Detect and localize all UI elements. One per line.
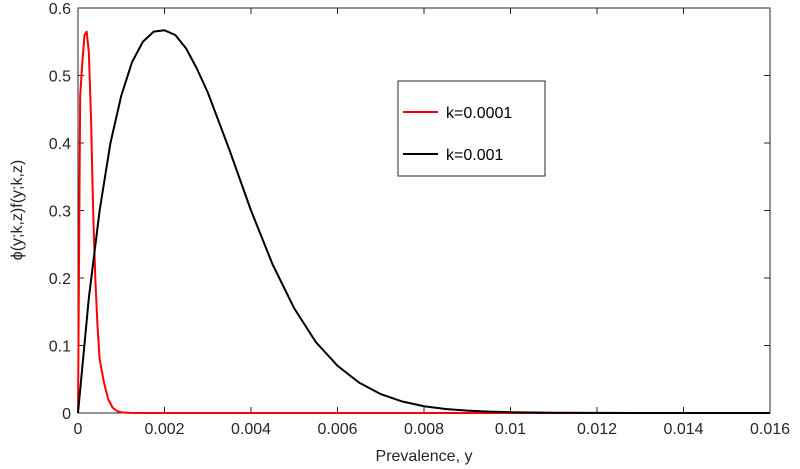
- x-tick-label: 0.002: [144, 421, 184, 438]
- legend: k=0.0001 k=0.001: [397, 80, 546, 177]
- legend-label-k-0-0001: k=0.0001: [446, 105, 512, 122]
- x-axis-ticks: 0 0.002 0.004 0.006 0.008 0.01 0.012 0.014 0.016: [74, 8, 790, 438]
- x-tick-label: 0.008: [404, 421, 444, 438]
- y-tick-label: 0.1: [49, 339, 71, 356]
- series-line-k-0-001: [77, 29, 770, 414]
- x-tick-label: 0.006: [317, 421, 357, 438]
- legend-label-k-0-001: k=0.001: [446, 147, 503, 164]
- x-tick-label: 0: [74, 421, 83, 438]
- y-axis-ticks: 0 0.1 0.2 0.3 0.4 0.5 0.6: [49, 1, 770, 423]
- x-axis-label: Prevalence, y: [376, 448, 473, 465]
- y-tick-label: 0: [62, 406, 71, 423]
- x-tick-label: 0.014: [663, 421, 703, 438]
- series-layer: [77, 29, 770, 414]
- y-tick-label: 0.4: [49, 136, 71, 153]
- x-tick-label: 0.01: [495, 421, 526, 438]
- series-line-k-0-0001: [77, 30, 770, 414]
- legend-box: [397, 80, 546, 177]
- x-tick-label: 0.004: [231, 421, 271, 438]
- x-tick-label: 0.016: [750, 421, 790, 438]
- x-tick-label: 0.012: [577, 421, 617, 438]
- plot-area: [77, 7, 771, 414]
- y-tick-label: 0.2: [49, 271, 71, 288]
- y-tick-label: 0.6: [49, 1, 71, 18]
- y-tick-label: 0.3: [49, 204, 71, 221]
- y-tick-label: 0.5: [49, 69, 71, 86]
- y-axis-label: ϕ(y;k,z)f(y;k,z): [9, 160, 26, 261]
